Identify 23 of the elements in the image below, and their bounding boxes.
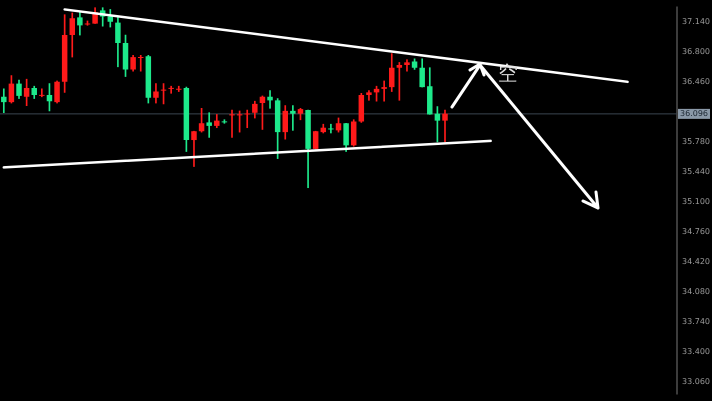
candlestick xyxy=(260,96,266,130)
y-tick-label: 36.460 xyxy=(682,76,710,86)
y-tick-label: 35.100 xyxy=(682,196,710,206)
candlestick xyxy=(267,90,273,109)
candlestick xyxy=(84,20,90,26)
y-tick-label: 37.140 xyxy=(682,16,710,26)
y-tick-label: 34.420 xyxy=(682,256,710,266)
y-tick-label: 33.400 xyxy=(682,346,710,356)
y-tick-label: 35.780 xyxy=(682,136,710,146)
candlestick xyxy=(404,59,410,72)
candlestick xyxy=(46,83,52,112)
ref-line-label: 36.096 xyxy=(680,109,708,118)
candlestick xyxy=(229,110,235,138)
annotation: 空 xyxy=(498,61,518,85)
y-tick-label: 36.800 xyxy=(682,46,710,56)
y-tick-label: 33.060 xyxy=(682,376,710,386)
y-tick-label: 34.760 xyxy=(682,226,710,236)
candlestick xyxy=(442,110,448,142)
y-tick-label: 33.740 xyxy=(682,316,710,326)
candlestick xyxy=(374,86,380,102)
y-tick-label: 34.080 xyxy=(682,286,710,296)
candlestick xyxy=(160,83,166,104)
y-tick-label: 35.440 xyxy=(682,166,710,176)
